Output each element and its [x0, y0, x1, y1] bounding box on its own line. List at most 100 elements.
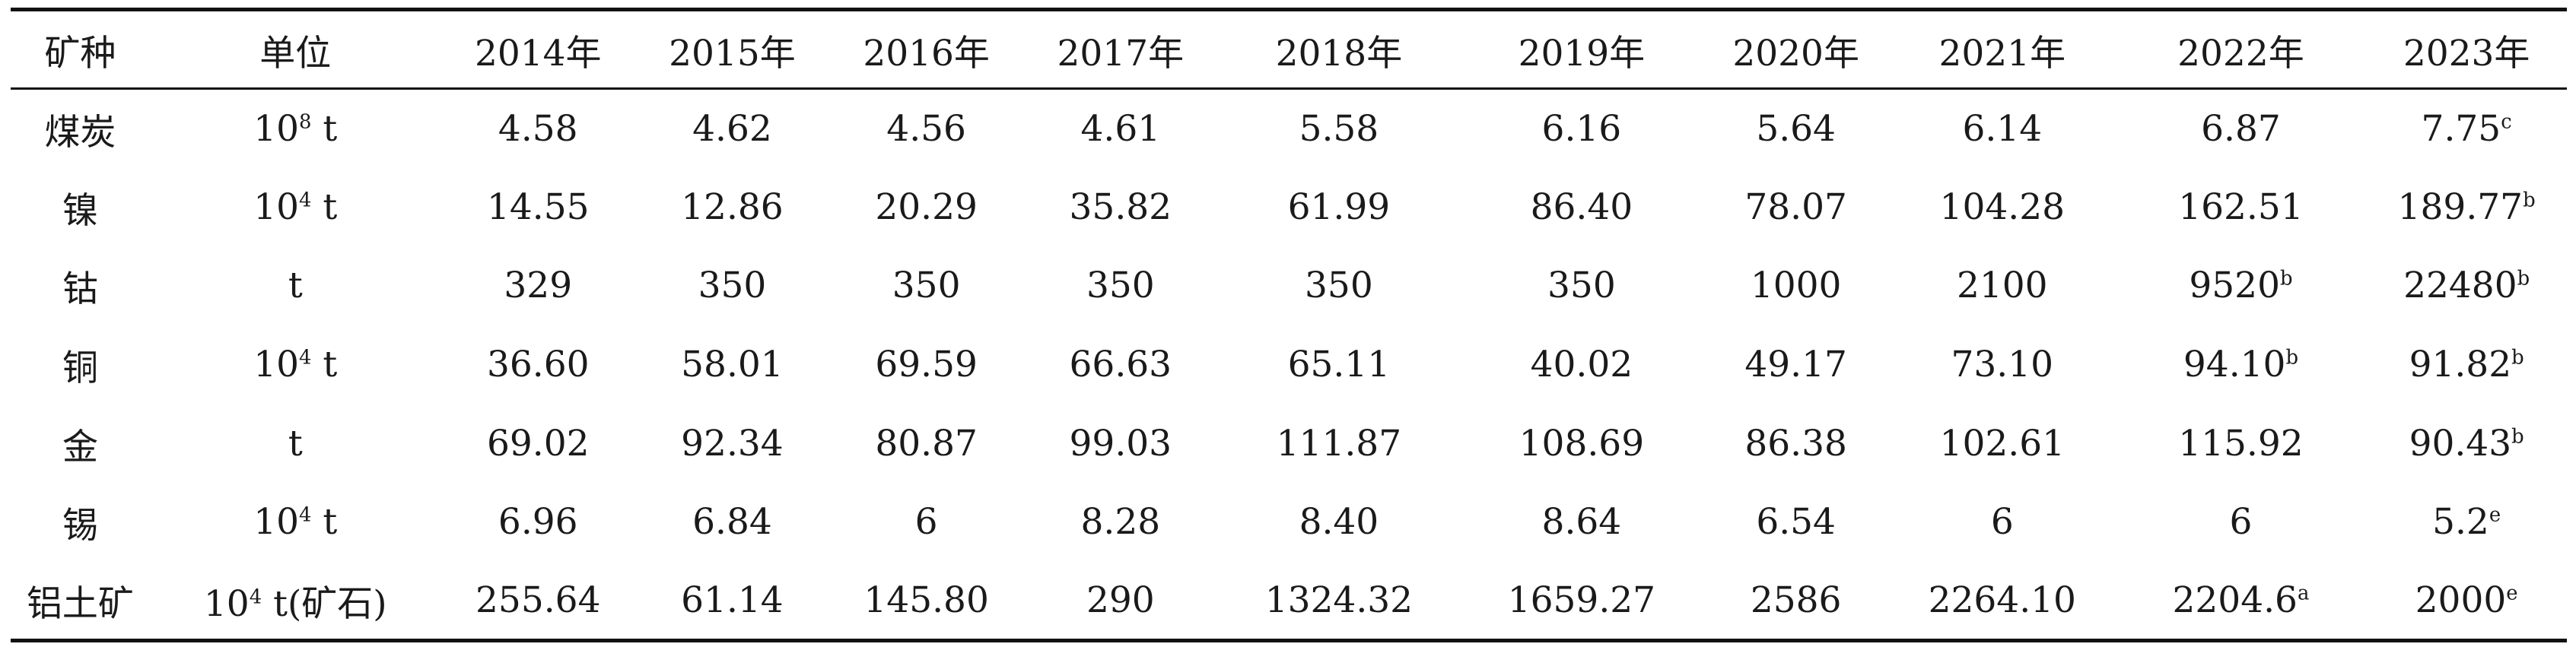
value-cell: 78.07 — [1703, 167, 1889, 246]
value-cell: 350 — [635, 246, 829, 325]
value-cell: 104.28 — [1889, 167, 2116, 246]
value-cell: 1324.32 — [1217, 562, 1460, 641]
cell-value: 145.80 — [863, 579, 989, 621]
cell-value: 8.28 — [1080, 501, 1161, 544]
column-header: 2014年 — [474, 32, 602, 75]
cell-value: 6.14 — [1962, 107, 2043, 150]
value-cell: 5.64 — [1703, 89, 1889, 168]
cell-value: 4.56 — [886, 107, 966, 150]
value-cell: 2000e — [2366, 562, 2567, 641]
mineral-production-table: 矿种 单位 2014年 2015年 2016年 2017年 2018年 2019年 2020年 2… — [11, 8, 2567, 642]
value-cell: 255.64 — [441, 562, 635, 641]
value-cell: 102.61 — [1889, 404, 2116, 483]
mineral-name-cell: 铝土矿 — [26, 582, 134, 625]
value-cell: 5.58 — [1217, 89, 1460, 168]
cell-value: 99.03 — [1069, 422, 1172, 465]
unit-base: t — [288, 265, 303, 307]
footnote-marker: b — [2279, 267, 2293, 290]
column-header: 矿种 — [44, 32, 116, 75]
cell-value: 80.87 — [875, 422, 978, 465]
cell-value: 2586 — [1750, 579, 1842, 621]
unit-suffix: t — [311, 186, 338, 228]
table-row: 镍 104 t 14.55 12.86 20.29 35.82 61.99 86.40 78.0… — [11, 167, 2567, 246]
unit-cell: 104 t(矿石) — [150, 562, 441, 641]
table-row: 铜 104 t 36.60 58.01 69.59 66.63 65.11 40.02 49.1… — [11, 325, 2567, 404]
unit-cell: 104 t — [150, 167, 441, 246]
value-cell: 91.82b — [2366, 325, 2567, 404]
column-header: 2019年 — [1518, 32, 1646, 75]
cell-value: 189.77 — [2397, 186, 2524, 228]
footnote-marker: c — [2501, 109, 2512, 133]
mineral-name-cell: 金 — [62, 426, 98, 468]
cell-value: 78.07 — [1744, 186, 1847, 228]
value-cell: 61.14 — [635, 562, 829, 641]
value-cell: 4.58 — [441, 89, 635, 168]
cell-value: 73.10 — [1951, 343, 2054, 385]
column-header: 2023年 — [2403, 32, 2530, 75]
cell-value: 2000 — [2415, 579, 2507, 621]
cell-value: 40.02 — [1530, 343, 1633, 385]
cell-value: 111.87 — [1276, 422, 1402, 465]
unit-cell: t — [150, 246, 441, 325]
cell-value: 2264.10 — [1928, 579, 2076, 621]
value-cell: 8.40 — [1217, 483, 1460, 562]
cell-value: 6 — [914, 501, 938, 544]
value-cell: 9520b — [2116, 246, 2367, 325]
value-cell: 69.02 — [441, 404, 635, 483]
mineral-name-cell: 铜 — [62, 347, 98, 389]
cell-value: 86.40 — [1530, 186, 1633, 228]
cell-value: 350 — [1086, 265, 1155, 307]
cell-value: 1324.32 — [1264, 579, 1414, 621]
cell-value: 5.2 — [2432, 501, 2489, 544]
value-cell: 86.40 — [1460, 167, 1703, 246]
column-header: 2015年 — [669, 32, 796, 75]
cell-value: 104.28 — [1939, 186, 2066, 228]
value-cell: 4.61 — [1023, 89, 1217, 168]
value-cell: 2586 — [1703, 562, 1889, 641]
value-cell: 189.77b — [2366, 167, 2567, 246]
value-cell: 86.38 — [1703, 404, 1889, 483]
cell-value: 6.54 — [1756, 501, 1836, 544]
cell-value: 1000 — [1750, 265, 1842, 307]
cell-value: 61.99 — [1287, 186, 1391, 228]
column-header: 2021年 — [1938, 32, 2066, 75]
value-cell: 108.69 — [1460, 404, 1703, 483]
mineral-name-cell: 锡 — [62, 505, 98, 547]
value-cell: 20.29 — [829, 167, 1023, 246]
cell-value: 290 — [1086, 579, 1155, 621]
cell-value: 6.84 — [692, 501, 772, 544]
value-cell: 99.03 — [1023, 404, 1217, 483]
value-cell: 80.87 — [829, 404, 1023, 483]
cell-value: 350 — [1305, 265, 1373, 307]
footnote-marker: b — [2523, 188, 2536, 211]
value-cell: 6 — [1889, 483, 2116, 562]
value-cell: 350 — [1217, 246, 1460, 325]
unit-exponent: 4 — [299, 346, 312, 369]
cell-value: 6.96 — [498, 501, 578, 544]
cell-value: 102.61 — [1939, 422, 2066, 465]
value-cell: 162.51 — [2116, 167, 2367, 246]
table-row: 金 t 69.02 92.34 80.87 99.03 111.87 108.69 86.38 1… — [11, 404, 2567, 483]
value-cell: 90.43b — [2366, 404, 2567, 483]
unit-base: 10 — [253, 186, 300, 228]
footnote-marker: e — [2489, 503, 2501, 527]
value-cell: 66.63 — [1023, 325, 1217, 404]
cell-value: 5.64 — [1756, 107, 1836, 150]
unit-base: t — [288, 422, 303, 465]
value-cell: 2264.10 — [1889, 562, 2116, 641]
cell-value: 94.10 — [2183, 343, 2286, 385]
footnote-marker: b — [2511, 425, 2524, 448]
value-cell: 36.60 — [441, 325, 635, 404]
cell-value: 9520 — [2189, 265, 2280, 307]
unit-base: 10 — [253, 107, 300, 150]
unit-cell: 104 t — [150, 325, 441, 404]
cell-value: 8.64 — [1541, 501, 1622, 544]
value-cell: 350 — [1023, 246, 1217, 325]
cell-value: 4.58 — [498, 107, 578, 150]
cell-value: 6.87 — [2201, 107, 2281, 150]
cell-value: 2204.6 — [2172, 579, 2298, 621]
value-cell: 14.55 — [441, 167, 635, 246]
value-cell: 8.64 — [1460, 483, 1703, 562]
cell-value: 350 — [892, 265, 961, 307]
cell-value: 14.55 — [486, 186, 590, 228]
